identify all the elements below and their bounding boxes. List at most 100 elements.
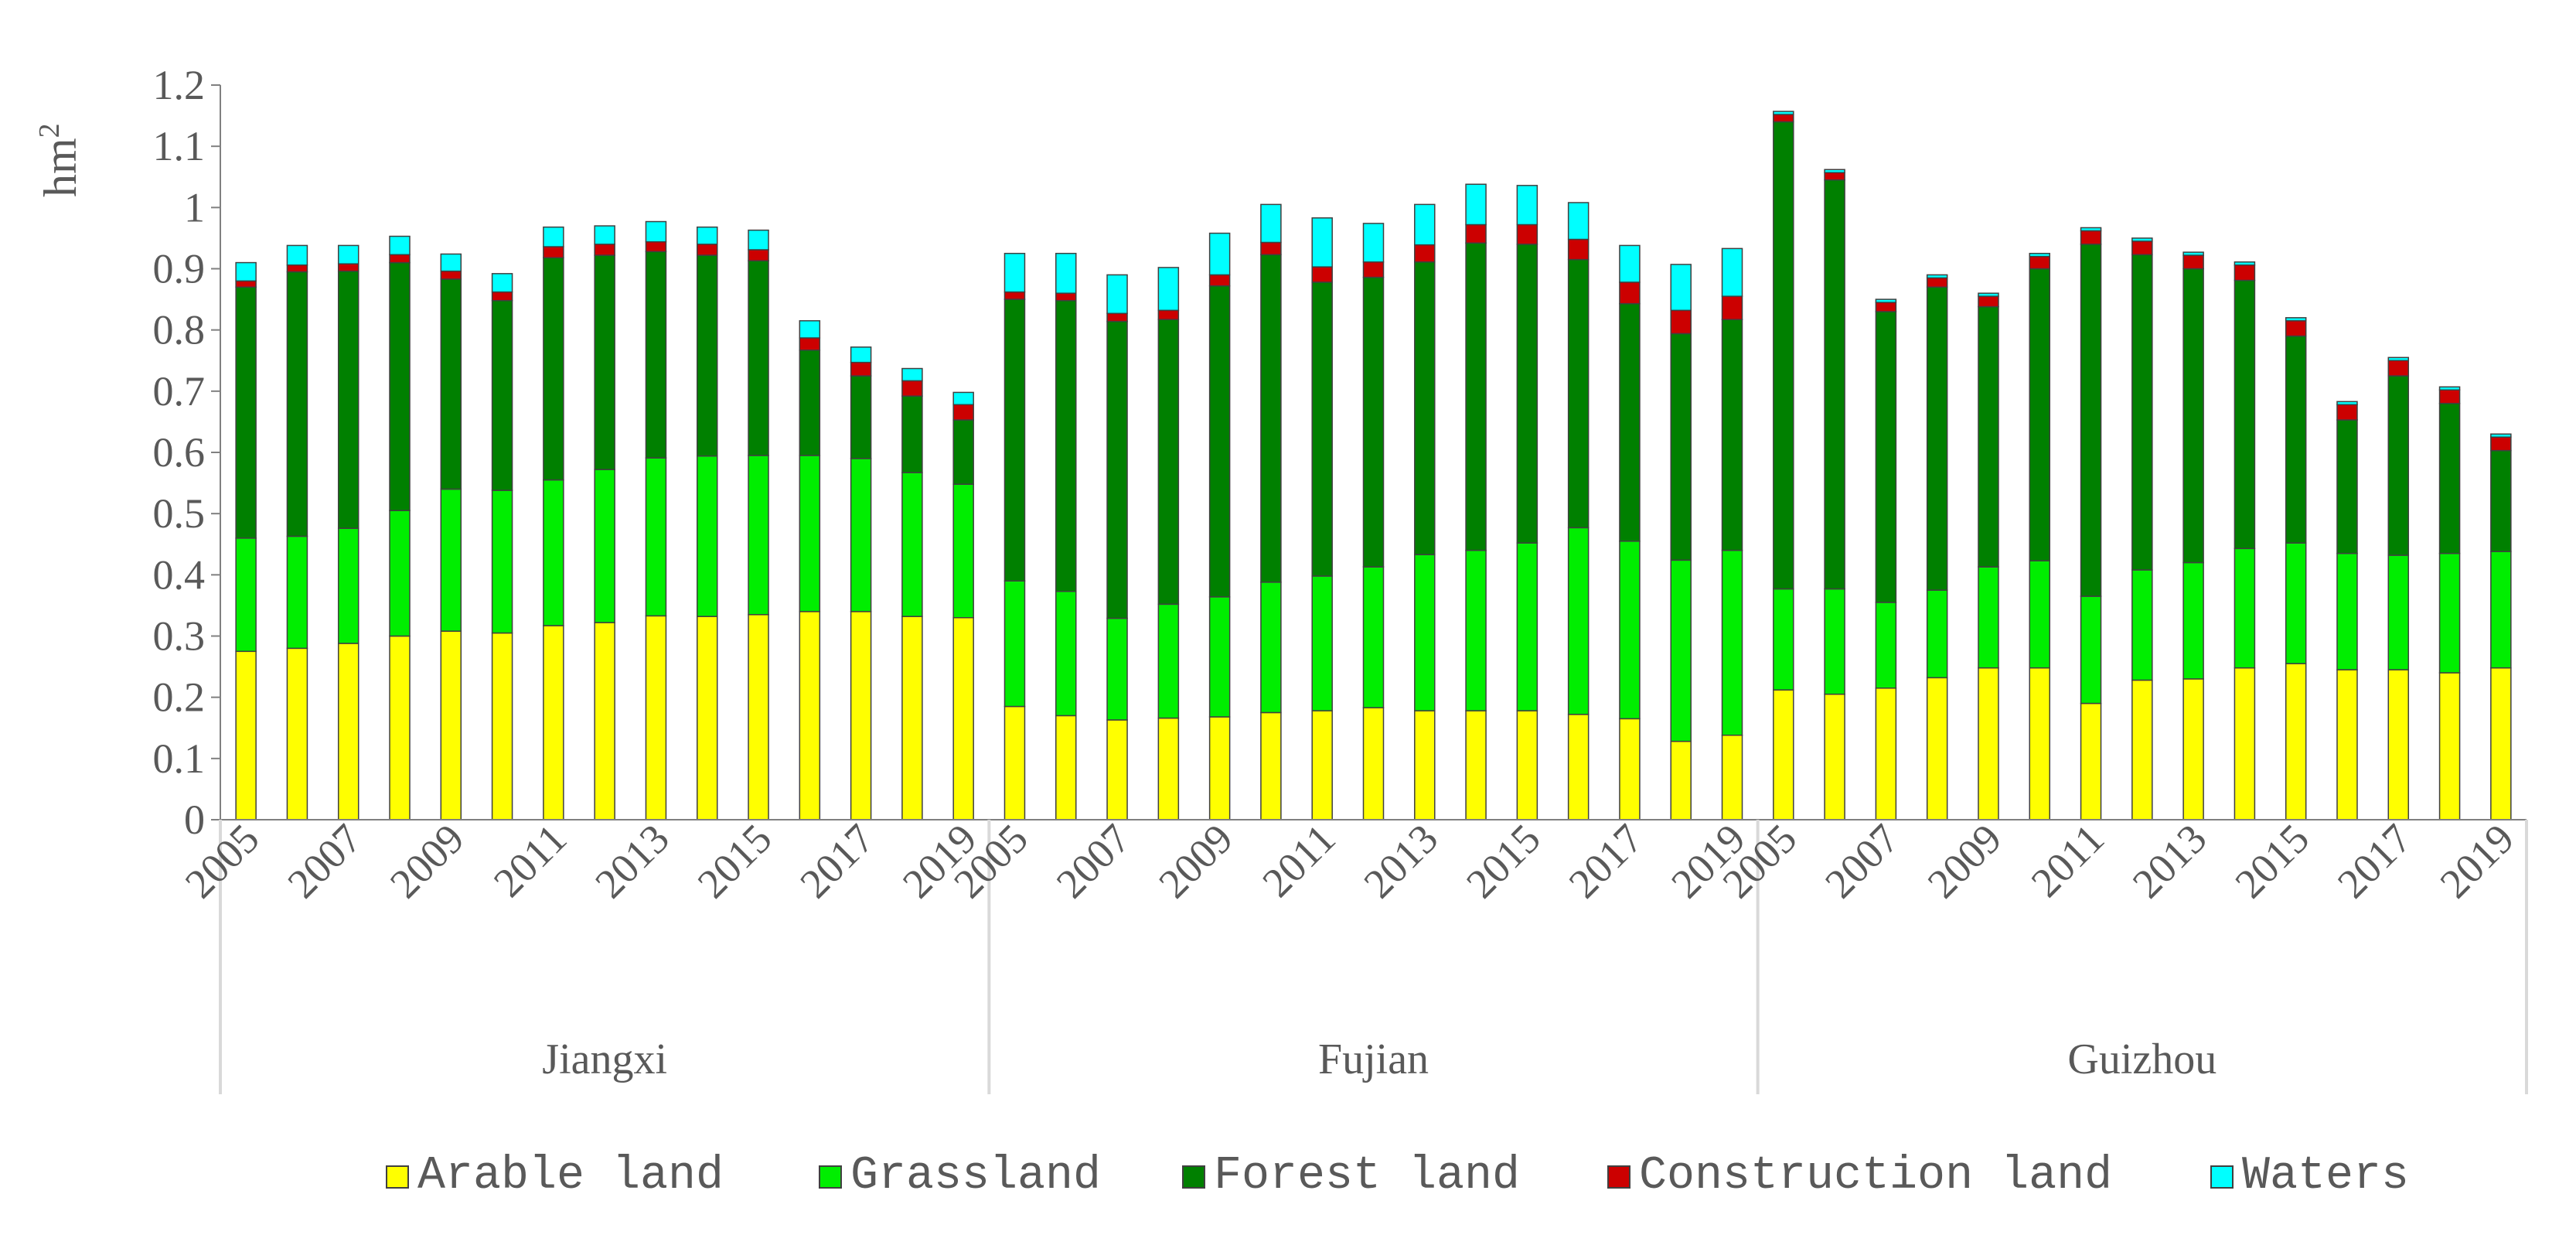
bar-segment-arable-land — [2285, 663, 2307, 820]
bar-segment-construction-land — [1260, 241, 1282, 256]
bar-segment-waters — [235, 261, 257, 282]
bar-segment-construction-land — [2182, 254, 2204, 270]
bar-segment-construction-land — [645, 241, 667, 253]
bar-segment-waters — [337, 244, 359, 264]
y-axis-ticks: 0 0.1 0.2 0.3 0.4 0.5 0.6 0.7 0.8 0.9 1 1.1 1.2 — [153, 62, 220, 843]
bar-segment-arable-land — [645, 615, 667, 820]
bar-segment-waters — [440, 253, 462, 272]
bar-segment-forest-land — [389, 261, 411, 511]
bar-segment-waters — [1926, 274, 1948, 279]
x-tick-label: 2007 — [1048, 815, 1140, 907]
bar-segment-waters — [850, 346, 872, 363]
bar-segment-waters — [2336, 401, 2358, 406]
bar-segment-construction-land — [696, 244, 718, 256]
bar-segment-arable-land — [1208, 716, 1231, 820]
bar-segment-forest-land — [1208, 285, 1231, 598]
bar-segment-construction-land — [594, 244, 615, 256]
bar-segment-waters — [1567, 202, 1590, 241]
bar-segment-arable-land — [901, 616, 923, 820]
bar-segment-construction-land — [1619, 281, 1641, 305]
bar-segment-arable-land — [1003, 705, 1026, 820]
bar-segment-arable-land — [2438, 672, 2461, 820]
legend-swatch — [1607, 1165, 1630, 1189]
bar-segment-construction-land — [2234, 264, 2256, 281]
bar-segment-waters — [2131, 237, 2153, 242]
bar-segment-waters — [2080, 227, 2102, 232]
bar-segment-arable-land — [491, 632, 513, 820]
x-tick-label: 2015 — [2226, 815, 2318, 907]
bar-segment-construction-land — [2029, 255, 2051, 270]
bar-segment-grassland — [2336, 552, 2358, 670]
bar-segment-waters — [594, 225, 615, 245]
bar-segment-grassland — [2029, 560, 2051, 669]
bar-segment-waters — [389, 235, 411, 256]
bar-segment-construction-land — [1926, 277, 1948, 288]
x-tick-label: 2011 — [2022, 815, 2113, 906]
y-tick-label: 0.3 — [153, 613, 206, 660]
bar-segment-waters — [799, 320, 821, 339]
x-tick-label: 2013 — [1354, 815, 1446, 907]
bar-segment-arable-land — [543, 625, 564, 820]
bar-segment-construction-land — [1875, 302, 1897, 312]
bar-segment-arable-land — [1926, 677, 1948, 820]
bar-segment-forest-land — [850, 375, 872, 459]
bar-segment-grassland — [286, 535, 308, 650]
bar-segment-waters — [2490, 433, 2512, 438]
bar-segment-grassland — [440, 488, 462, 632]
x-tick-label: 2013 — [2124, 815, 2216, 907]
bar-segment-waters — [2387, 356, 2410, 361]
bar-segment-grassland — [1260, 582, 1282, 714]
bar-segment-waters — [1003, 252, 1026, 293]
bar-segment-waters — [1157, 267, 1180, 312]
bar-segment-construction-land — [389, 254, 411, 264]
bar-segment-construction-land — [1106, 312, 1128, 322]
bar-segment-grassland — [389, 510, 411, 637]
bar-segment-waters — [696, 226, 718, 245]
bar-segment-grassland — [594, 469, 615, 623]
bar-segment-forest-land — [1875, 311, 1897, 603]
bar-segment-construction-land — [1721, 295, 1743, 320]
y-axis-label-text: hm2 — [33, 123, 86, 197]
y-tick-label: 0.5 — [153, 490, 206, 537]
bar-segment-construction-land — [543, 246, 564, 258]
bar-segment-arable-land — [1055, 715, 1077, 820]
bar-segment-forest-land — [748, 260, 769, 456]
bar-segment-arable-land — [2336, 669, 2358, 820]
bar-segment-forest-land — [1362, 276, 1385, 568]
y-tick-label: 1.1 — [153, 123, 206, 169]
group-label: Jiangxi — [542, 1035, 667, 1083]
group-label: Fujian — [1318, 1035, 1429, 1083]
bar-segment-construction-land — [1311, 266, 1333, 283]
bar-segment-forest-land — [2336, 419, 2358, 554]
bar-segment-forest-land — [1003, 299, 1026, 582]
bar-segment-forest-land — [286, 271, 308, 537]
bar-segment-arable-land — [1157, 717, 1180, 820]
bar-segment-forest-land — [1465, 242, 1487, 551]
bar-segment-arable-land — [1567, 714, 1590, 820]
bar-segment-forest-land — [1978, 305, 1999, 568]
bar-segment-grassland — [1978, 566, 1999, 669]
bars — [235, 111, 2512, 820]
bar-segment-waters — [1260, 203, 1282, 244]
x-tick-label: 2019 — [2431, 815, 2523, 907]
bar-segment-grassland — [645, 457, 667, 617]
bar-segment-arable-land — [337, 643, 359, 820]
bar-segment-forest-land — [2438, 402, 2461, 554]
bar-segment-construction-land — [286, 264, 308, 273]
bar-segment-arable-land — [1311, 710, 1333, 820]
bar-segment-grassland — [696, 455, 718, 617]
y-tick-label: 0 — [184, 797, 205, 843]
bar-segment-construction-land — [748, 249, 769, 261]
bar-segment-waters — [1670, 264, 1692, 312]
y-tick-label: 0.2 — [153, 674, 206, 721]
bar-segment-arable-land — [2080, 702, 2102, 820]
bar-segment-arable-land — [594, 622, 615, 820]
bar-segment-arable-land — [1516, 710, 1538, 820]
bar-segment-construction-land — [2131, 241, 2153, 256]
bar-segment-waters — [2285, 317, 2307, 322]
bar-segment-forest-land — [1926, 286, 1948, 591]
bar-segment-forest-land — [543, 257, 564, 481]
bar-segment-waters — [645, 220, 667, 243]
x-tick-label: 2011 — [1253, 815, 1344, 906]
